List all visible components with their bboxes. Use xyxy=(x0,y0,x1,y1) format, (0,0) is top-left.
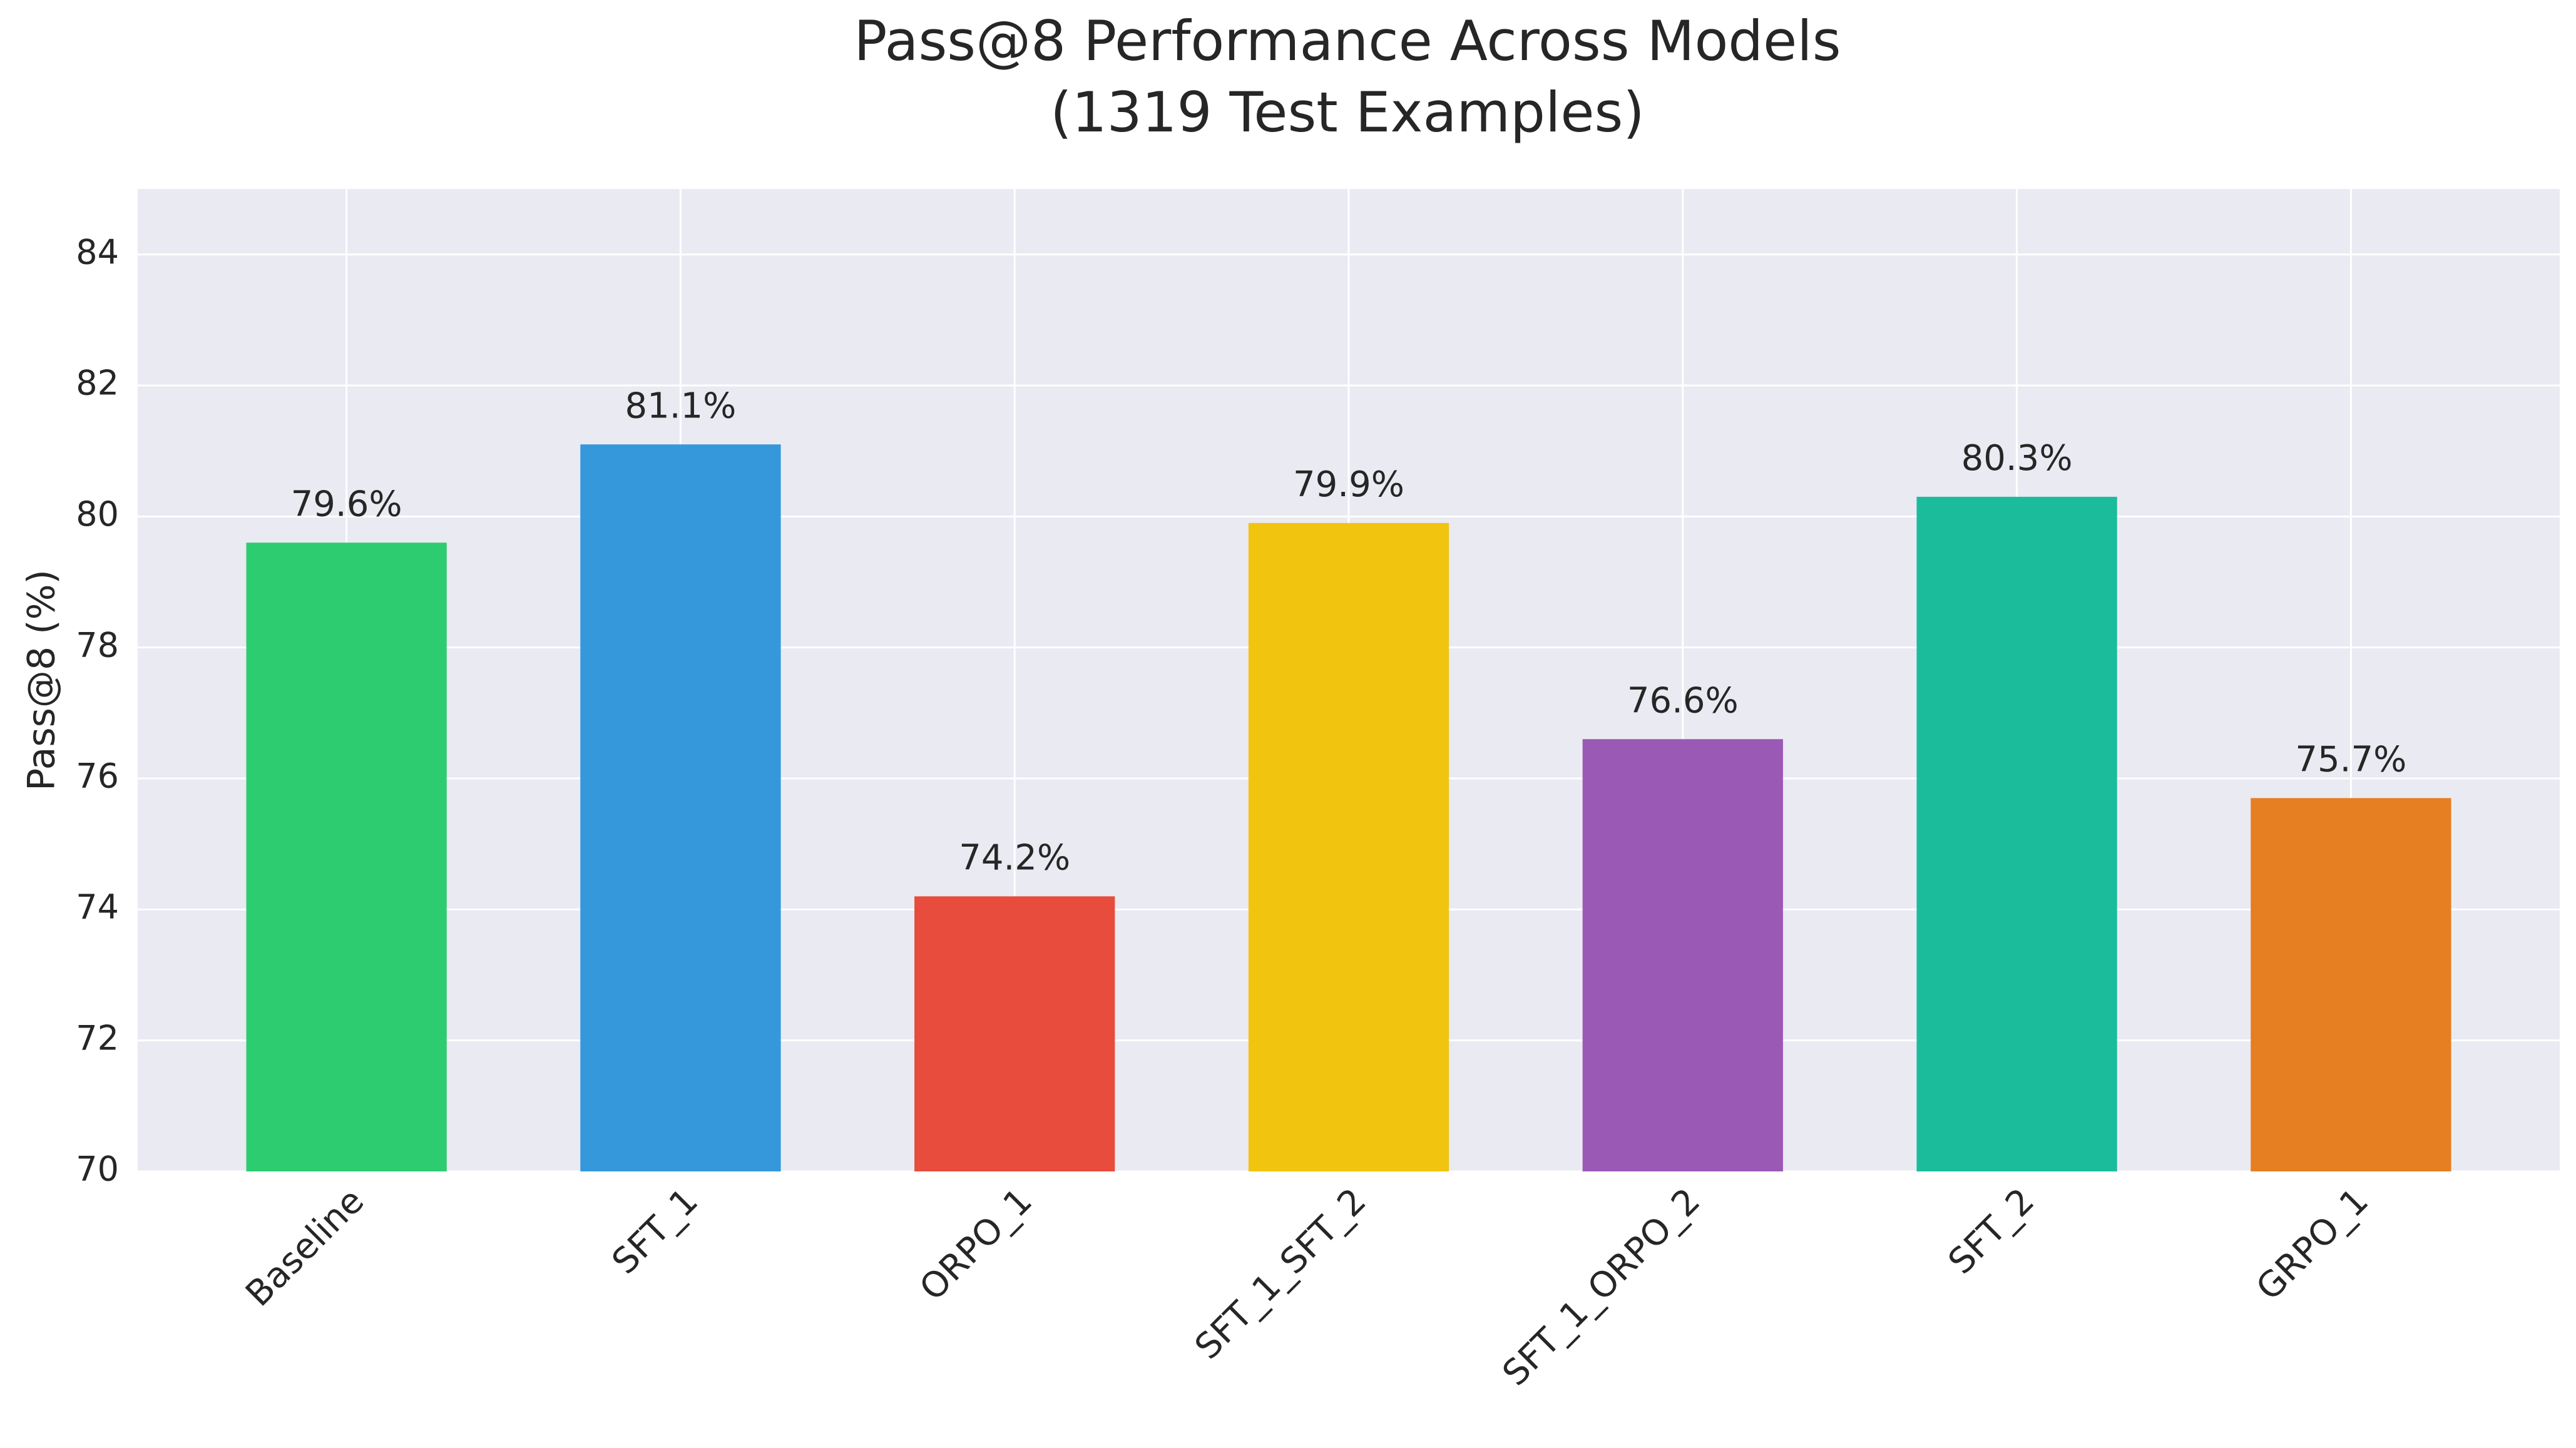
x-tick-label: GRPO_1 xyxy=(2249,1181,2376,1308)
y-axis-label: Pass@8 (%) xyxy=(20,569,64,791)
y-tick-label: 76 xyxy=(76,757,119,796)
chart-title: Pass@8 Performance Across Models xyxy=(854,9,1841,73)
y-tick-label: 74 xyxy=(76,887,119,927)
value-label: 76.6% xyxy=(1627,680,1739,721)
x-tick-label: SFT_2 xyxy=(1941,1181,2042,1282)
y-tick-label: 80 xyxy=(76,494,119,534)
value-label: 79.9% xyxy=(1293,464,1404,505)
bar xyxy=(1916,496,2117,1171)
x-tick-label: Baseline xyxy=(238,1181,372,1315)
bar xyxy=(2251,798,2451,1171)
x-tick-label: SFT_1_SFT_2 xyxy=(1187,1181,1374,1368)
y-tick-label: 70 xyxy=(76,1150,119,1189)
value-label: 75.7% xyxy=(2295,740,2406,780)
value-label: 80.3% xyxy=(1961,438,2073,479)
value-label: 81.1% xyxy=(625,385,736,426)
y-tick-label: 84 xyxy=(76,232,119,272)
value-label: 79.6% xyxy=(291,484,402,524)
chart-title: (1319 Test Examples) xyxy=(1050,80,1644,145)
x-tick-label: ORPO_1 xyxy=(912,1181,1040,1309)
bar xyxy=(1248,523,1449,1171)
y-tick-label: 82 xyxy=(76,364,119,403)
x-tick-label: SFT_1_ORPO_2 xyxy=(1495,1181,1709,1394)
bar xyxy=(914,896,1115,1171)
bar xyxy=(580,444,781,1172)
x-tick-label: SFT_1 xyxy=(605,1181,706,1282)
value-label: 74.2% xyxy=(959,838,1070,879)
y-tick-label: 72 xyxy=(76,1018,119,1058)
bar xyxy=(1582,739,1783,1171)
y-tick-label: 78 xyxy=(76,625,119,665)
bar xyxy=(246,543,447,1171)
